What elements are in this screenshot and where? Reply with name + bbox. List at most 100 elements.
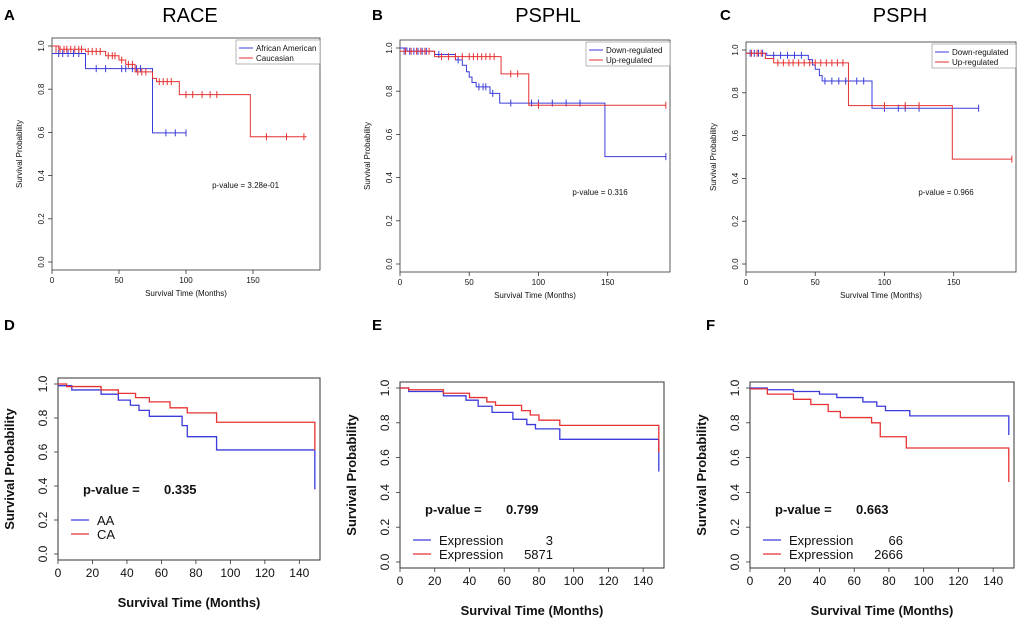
y-tick-label: 0.0 xyxy=(728,553,742,570)
x-tick-label: 140 xyxy=(633,574,653,588)
y-axis-label: Survival Probability xyxy=(344,414,359,536)
y-tick-label: 0.8 xyxy=(731,87,740,99)
p-value-text: p-value = 3.28e-01 xyxy=(212,181,279,190)
y-tick-label: 0.2 xyxy=(728,519,742,536)
x-tick-label: 100 xyxy=(220,566,240,580)
legend-count: 2666 xyxy=(874,547,903,562)
y-tick-label: 0.6 xyxy=(728,449,742,466)
x-tick-label: 40 xyxy=(813,574,827,588)
plot-frame xyxy=(749,381,1015,569)
survival-curve-expression-66 xyxy=(750,387,1010,435)
x-tick-label: 20 xyxy=(778,574,792,588)
y-tick-label: 0.8 xyxy=(36,409,50,426)
panel-letter: F xyxy=(706,317,715,334)
x-tick-label: 100 xyxy=(532,278,546,287)
panel-f: F 0.0 0.2 0.4 0.6 0.8 1.0 0 20 40 60 80 100 120 140 Sur… xyxy=(694,317,1015,618)
panel-letter: D xyxy=(4,317,15,334)
y-axis-label: Survival Probability xyxy=(694,414,709,536)
survival-curve-up-regulated xyxy=(746,52,1012,160)
p-value-number: 0.799 xyxy=(506,502,539,517)
x-axis-label: Survival Time (Months) xyxy=(145,289,227,298)
survival-curve-caucasian xyxy=(52,45,307,138)
x-axis-label: Survival Time (Months) xyxy=(840,291,922,300)
y-axis-label: Survival Probability xyxy=(2,408,17,530)
p-value-number: 0.335 xyxy=(164,482,197,497)
survival-curve-expression-5871 xyxy=(400,387,660,453)
x-tick-label: 80 xyxy=(189,566,203,580)
y-tick-label: 0.4 xyxy=(378,484,392,501)
chart-title: RACE xyxy=(162,5,218,27)
y-tick-label: 0.8 xyxy=(378,414,392,431)
plot-frame xyxy=(57,377,321,561)
y-tick-label: 0.8 xyxy=(385,85,394,97)
legend-label: Expression xyxy=(439,533,503,548)
legend-label: Expression xyxy=(789,547,853,562)
x-tick-label: 100 xyxy=(878,278,892,287)
y-axis-label: Survival Probability xyxy=(709,123,718,191)
panel-e: E 0.0 0.2 0.4 0.6 0.8 1.0 0 20 40 60 80 100 120 140 Sur… xyxy=(344,317,665,618)
legend-label: African American xyxy=(256,44,316,53)
x-tick-label: 40 xyxy=(463,574,477,588)
legend-label: Caucasian xyxy=(256,54,294,63)
y-tick-label: 1.0 xyxy=(36,375,50,392)
x-tick-label: 60 xyxy=(848,574,862,588)
chart-title: PSPHL xyxy=(515,5,581,27)
x-tick-label: 150 xyxy=(947,278,961,287)
x-axis-label: Survival Time (Months) xyxy=(811,603,954,618)
y-axis-label: Survival Probability xyxy=(363,122,372,190)
y-tick-label: 0.6 xyxy=(378,449,392,466)
x-axis-label: Survival Time (Months) xyxy=(494,291,576,300)
legend-box xyxy=(235,39,321,65)
y-tick-label: 0.4 xyxy=(731,172,740,184)
y-tick-label: 0.2 xyxy=(37,213,46,225)
y-tick-label: 0.4 xyxy=(385,171,394,183)
panel-d: D 0.0 0.2 0.4 0.6 0.8 1.0 0 20 40 60 80 100 120 140 Sur… xyxy=(2,317,321,610)
y-tick-label: 0.2 xyxy=(36,511,50,528)
x-tick-label: 50 xyxy=(811,278,820,287)
p-value-text: p-value = 0.316 xyxy=(572,188,628,197)
x-tick-label: 0 xyxy=(747,574,754,588)
y-tick-label: 0.0 xyxy=(36,545,50,562)
y-tick-label: 0.6 xyxy=(731,129,740,141)
legend-label: Expression xyxy=(439,547,503,562)
plot-frame xyxy=(399,381,665,569)
p-value-label: p-value = xyxy=(775,502,832,517)
survival-curve-expression-3 xyxy=(400,387,660,472)
x-tick-label: 80 xyxy=(532,574,546,588)
y-tick-label: 0.6 xyxy=(385,128,394,140)
survival-curve-up-regulated xyxy=(400,50,666,106)
y-tick-label: 1.0 xyxy=(728,379,742,396)
y-tick-label: 1.0 xyxy=(731,44,740,56)
legend-label: Expression xyxy=(789,533,853,548)
y-tick-label: 1.0 xyxy=(385,42,394,54)
survival-curve-expression-2666 xyxy=(750,388,1010,482)
y-tick-label: 0.0 xyxy=(37,256,46,268)
panel-letter: C xyxy=(720,7,731,24)
legend-count: 5871 xyxy=(524,547,553,562)
panel-letter: B xyxy=(372,7,383,24)
x-tick-label: 0 xyxy=(55,566,62,580)
p-value-number: 0.663 xyxy=(856,502,889,517)
y-tick-label: 0.2 xyxy=(385,215,394,227)
y-tick-label: 0.0 xyxy=(731,258,740,270)
survival-curve-african-american xyxy=(52,53,186,134)
panel-a: A RACE 0.0 0.2 0.4 0.6 0.8 1.0 0 50 100 150 Survival… xyxy=(4,5,321,298)
legend-box xyxy=(585,41,671,67)
x-tick-label: 100 xyxy=(564,574,584,588)
y-tick-label: 1.0 xyxy=(37,40,46,52)
plot-frame xyxy=(51,37,321,271)
x-axis-label: Survival Time (Months) xyxy=(461,603,604,618)
legend-label: AA xyxy=(97,513,115,528)
legend-label: Up-regulated xyxy=(952,58,998,67)
x-tick-label: 50 xyxy=(465,278,474,287)
x-tick-label: 80 xyxy=(882,574,896,588)
y-tick-label: 0.2 xyxy=(731,215,740,227)
panel-letter: A xyxy=(4,7,15,24)
legend-box xyxy=(931,43,1017,69)
x-tick-label: 140 xyxy=(983,574,1003,588)
x-tick-label: 60 xyxy=(498,574,512,588)
panel-b: B PSPHL 0.0 0.2 0.4 0.6 0.8 1.0 0 50 100 150 Surviva… xyxy=(363,5,671,300)
x-tick-label: 50 xyxy=(115,276,124,285)
x-tick-label: 150 xyxy=(601,278,615,287)
y-tick-label: 0.8 xyxy=(37,83,46,95)
